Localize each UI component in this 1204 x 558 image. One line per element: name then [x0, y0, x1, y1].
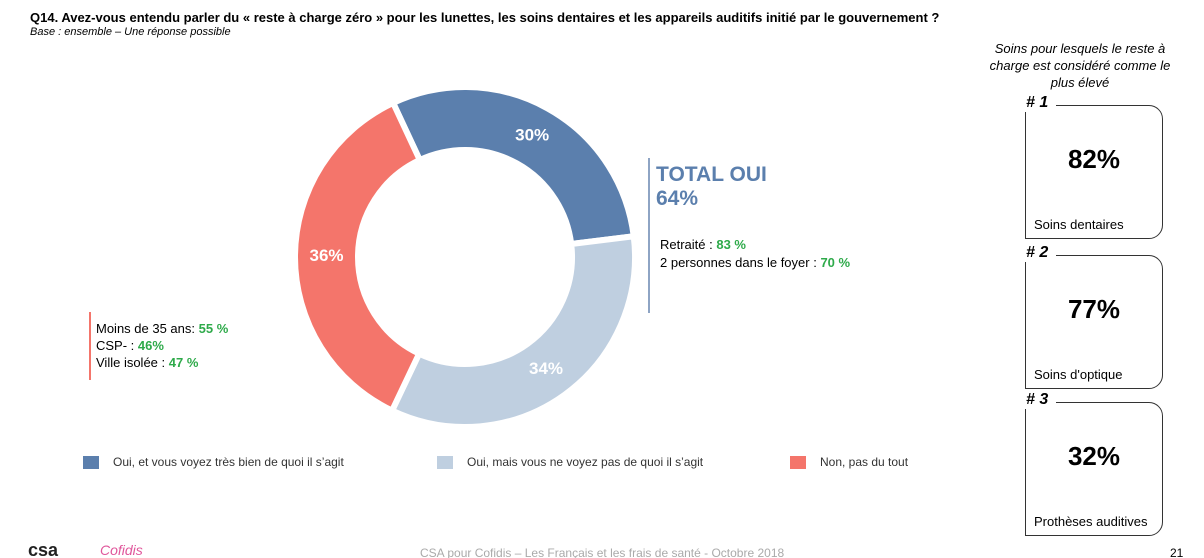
rank: # 1 [1018, 94, 1057, 112]
box-value: 82% [1067, 144, 1121, 174]
page-number: 21 [1170, 546, 1184, 558]
rank: # 3 [1018, 391, 1057, 409]
box-label: Prothèses auditives [1034, 514, 1148, 529]
non-notes: Moins de 35 ans: 55 % CSP- : 46% Ville iso… [96, 320, 228, 371]
box-label: Soins dentaires [1034, 217, 1124, 232]
donut-segment [292, 98, 424, 415]
note: CSP- : 46% [96, 337, 228, 354]
value-label: 30% [515, 125, 549, 144]
note-value: 70 % [820, 255, 851, 270]
side-box: # 3 32% Prothèses auditives [1018, 391, 1163, 536]
legend-label: Non, pas du tout [820, 455, 909, 469]
value-label: 34% [529, 359, 563, 378]
side-box: # 1 82% Soins dentaires [1018, 94, 1163, 239]
note: 2 personnes dans le foyer : 70 % [660, 254, 850, 272]
legend-swatch [83, 456, 99, 469]
note-label: CSP- : [96, 338, 138, 353]
non-line [89, 312, 91, 380]
oui-notes: Retraité : 83 % 2 personnes dans le foyer… [660, 236, 850, 272]
note-label: 2 personnes dans le foyer : [660, 255, 821, 270]
note-value: 55 % [198, 321, 229, 336]
box-value: 32% [1067, 441, 1121, 471]
box-label: Soins d'optique [1034, 367, 1123, 382]
logo-right: Cofidis [100, 542, 143, 558]
note-label: Ville isolée : [96, 355, 169, 370]
note-label: Moins de 35 ans: [96, 321, 199, 336]
total-value: 64% [656, 187, 699, 210]
legend-swatch [437, 456, 453, 469]
total-line [648, 158, 650, 313]
title: Q14. Avez-vous entendu parler du « reste… [30, 10, 940, 25]
note-label: Retraité : [660, 237, 717, 252]
note: Ville isolée : 47 % [96, 354, 228, 371]
note-value: 47 % [168, 355, 199, 370]
note: Retraité : 83 % [660, 236, 850, 254]
side-box: # 2 77% Soins d'optique [1018, 244, 1163, 389]
note: Moins de 35 ans: 55 % [96, 320, 228, 337]
logo-left: csa [28, 540, 59, 558]
value-label: 36% [309, 246, 343, 265]
legend-swatch [790, 456, 806, 469]
rank: # 2 [1018, 244, 1057, 262]
subtitle: Base : ensemble – Une réponse possible [30, 26, 231, 38]
note-value: 83 % [716, 237, 746, 252]
note-value: 46% [137, 338, 164, 353]
total-label: TOTAL OUI [656, 163, 767, 186]
legend-label: Oui, et vous voyez très bien de quoi il … [113, 455, 344, 469]
chart: 30% 34% 36% Oui, et vous voyez très bien de… [83, 84, 909, 470]
total: TOTAL OUI 64% [656, 163, 767, 211]
box-value: 77% [1067, 294, 1121, 324]
side-heading: Soins pour lesquels le reste à charge es… [989, 41, 1171, 90]
donut-segment [388, 232, 638, 430]
footer-text: CSA pour Cofidis – Les Français et les f… [420, 546, 785, 558]
donut-segment [389, 84, 638, 248]
legend-label: Oui, mais vous ne voyez pas de quoi il s… [467, 455, 704, 469]
